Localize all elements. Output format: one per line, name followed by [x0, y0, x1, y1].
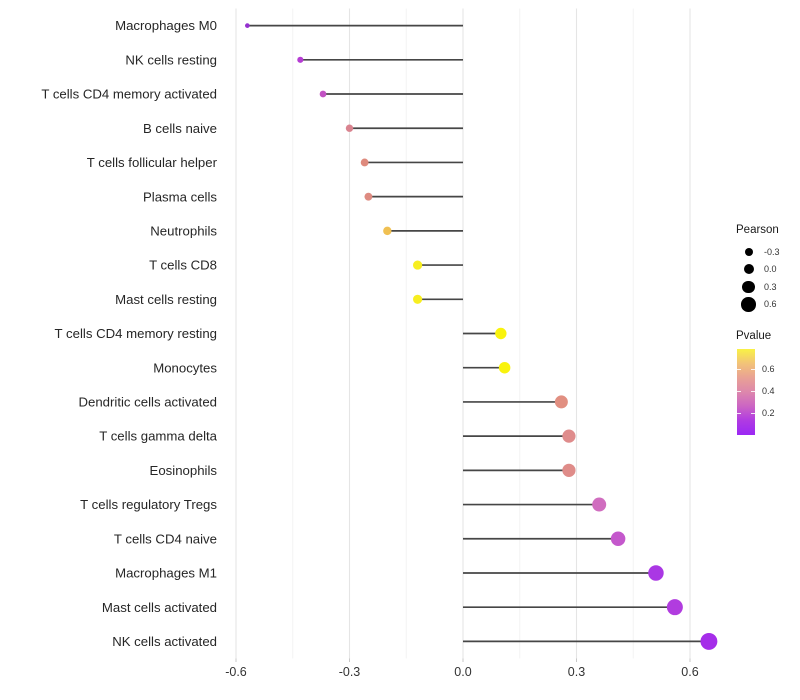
legend-size-label: 0.0: [764, 264, 777, 275]
x-axis-tick-label: -0.3: [339, 665, 361, 679]
lollipop-point: [562, 429, 576, 443]
legend-pvalue-title: Pvalue: [736, 330, 772, 342]
y-axis-label: T cells CD4 memory resting: [55, 326, 217, 341]
pvalue-colorbar: [737, 349, 755, 435]
x-axis-tick-label: 0.6: [681, 665, 698, 679]
y-axis-label: T cells gamma delta: [99, 429, 217, 444]
colorbar-tick: [737, 369, 741, 370]
lollipop-point: [413, 294, 423, 304]
legend-size-label: -0.3: [764, 246, 780, 257]
colorbar-tick: [737, 391, 741, 392]
legend-size-label: 0.6: [764, 299, 777, 310]
legend-size-dot-icon: [744, 247, 753, 256]
lollipop-point: [495, 327, 507, 340]
colorbar-label: 0.2: [762, 408, 775, 418]
y-axis-label: T cells CD8: [149, 258, 217, 273]
lollipop-point: [360, 158, 369, 167]
colorbar-tick: [737, 413, 741, 414]
legend-pearson-entry: 0.0: [729, 261, 799, 279]
lollipop-point: [666, 599, 683, 616]
colorbar-tick: [751, 391, 755, 392]
y-axis-label: T cells regulatory Tregs: [80, 497, 217, 512]
y-axis-label: Plasma cells: [143, 189, 217, 204]
y-axis-label: T cells CD4 memory activated: [41, 87, 217, 102]
y-axis-label: Monocytes: [153, 360, 217, 375]
legend-size-label: 0.3: [764, 281, 777, 292]
lollipop-point: [554, 395, 568, 409]
y-axis-label: T cells CD4 naive: [114, 531, 217, 546]
legend-pvalue: Pvalue 0.6 0.4 0.2: [729, 330, 799, 435]
lollipop-point: [364, 192, 373, 201]
lollipop-point: [700, 632, 718, 650]
y-axis-label: Macrophages M1: [115, 566, 217, 581]
lollipop-point: [319, 90, 327, 98]
y-axis-label: NK cells resting: [125, 52, 217, 67]
colorbar-label: 0.4: [762, 386, 775, 396]
y-axis-label: Neutrophils: [150, 223, 217, 238]
lollipop-point: [592, 497, 607, 512]
legend-pearson-entry: -0.3: [729, 243, 799, 261]
y-axis-label: Eosinophils: [150, 463, 218, 478]
lollipop-point: [610, 531, 626, 547]
legend-size-dot-icon: [742, 280, 755, 293]
y-axis-label: NK cells activated: [112, 634, 217, 649]
colorbar-tick: [751, 413, 755, 414]
y-axis-label: T cells follicular helper: [87, 155, 218, 170]
legend-size-dot-icon: [741, 297, 756, 312]
lollipop-point: [413, 260, 423, 270]
y-axis-label: B cells naive: [143, 121, 217, 136]
lollipop-point: [498, 361, 511, 374]
lollipop-point: [345, 124, 354, 132]
y-axis-label: Macrophages M0: [115, 18, 217, 33]
legend-pearson: Pearson -0.3 0.0 0.3 0.6: [729, 224, 799, 313]
legend-size-dot-icon: [743, 264, 754, 275]
legend-pearson-entry: 0.6: [729, 296, 799, 314]
lollipop-point: [245, 23, 250, 28]
colorbar-label: 0.6: [762, 364, 775, 374]
y-axis-label: Mast cells activated: [102, 600, 217, 615]
x-axis-tick-label: -0.6: [225, 665, 247, 679]
legend-pearson-entry: 0.3: [729, 278, 799, 296]
lollipop-point: [297, 56, 304, 63]
y-axis-label: Mast cells resting: [115, 292, 217, 307]
x-axis-tick-label: 0.0: [454, 665, 471, 679]
lollipop-point: [383, 226, 392, 236]
y-axis-label: Dendritic cells activated: [78, 395, 217, 410]
lollipop-point: [562, 463, 576, 477]
pvalue-colorbar-wrap: 0.6 0.4 0.2: [737, 349, 797, 435]
x-axis-tick-label: 0.3: [568, 665, 585, 679]
lollipop-point: [648, 565, 664, 581]
legend-pearson-title: Pearson: [736, 224, 779, 236]
colorbar-tick: [751, 369, 755, 370]
